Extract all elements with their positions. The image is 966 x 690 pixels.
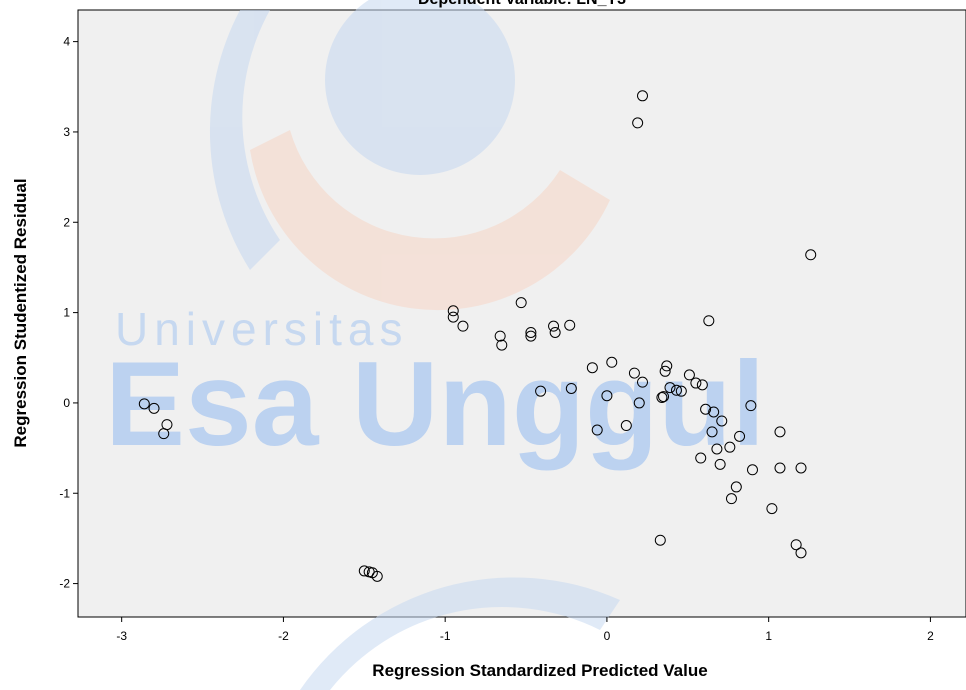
- y-tick-label: 3: [63, 125, 70, 139]
- x-tick-label: 1: [765, 629, 772, 643]
- watermark-text: Esa Unggul: [105, 337, 765, 471]
- y-tick-label: -1: [59, 486, 70, 500]
- x-axis-title: Regression Standardized Predicted Value: [372, 661, 707, 680]
- x-tick-label: -3: [116, 629, 127, 643]
- y-tick-label: 4: [63, 35, 70, 49]
- y-tick-label: 0: [63, 396, 70, 410]
- chart-title: Dependent Variable: LN_Y3: [418, 0, 626, 8]
- chart: Universitas Esa Unggul Dependent Variabl…: [0, 0, 966, 690]
- x-tick-label: 2: [927, 629, 934, 643]
- x-tick-label: 0: [604, 629, 611, 643]
- y-axis-title: Regression Studentized Residual: [11, 178, 30, 447]
- x-tick-label: -2: [278, 629, 289, 643]
- y-tick-label: -2: [59, 577, 70, 591]
- y-tick-label: 1: [63, 306, 70, 320]
- y-tick-label: 2: [63, 215, 70, 229]
- x-tick-label: -1: [440, 629, 451, 643]
